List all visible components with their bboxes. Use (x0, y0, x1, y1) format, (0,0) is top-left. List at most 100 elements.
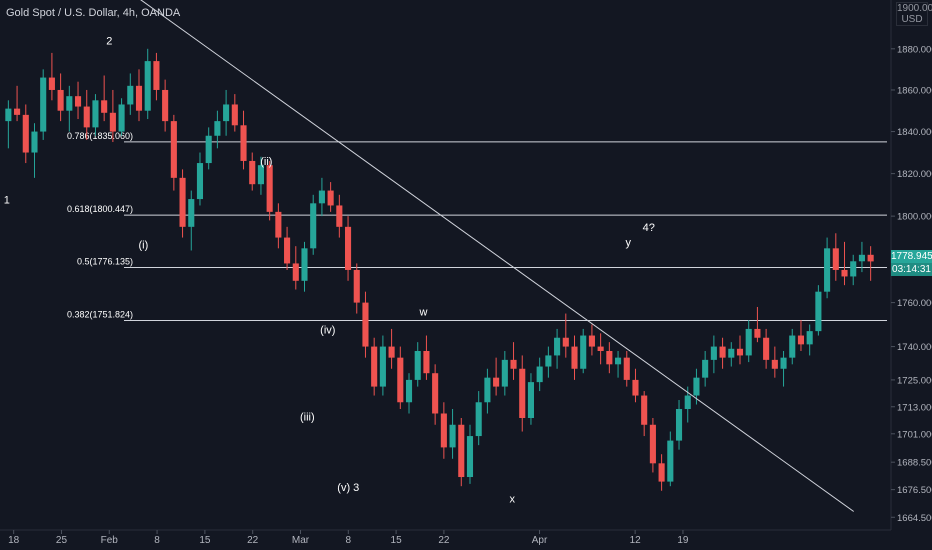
candle-body (109, 112, 116, 132)
x-tick-label: 15 (199, 535, 211, 546)
candle-body (5, 108, 12, 122)
candle-body (702, 359, 709, 378)
candle-body (684, 395, 691, 409)
candle-body (301, 248, 308, 281)
candle-body (710, 346, 717, 360)
candle-body (615, 357, 622, 365)
fib-label-0: 0.786(1835.060) (67, 131, 133, 141)
wave-label: (i) (139, 239, 149, 251)
candle-body (728, 348, 735, 358)
bar-countdown-tag: 03:14:31 (891, 263, 932, 276)
candle-body (667, 440, 674, 482)
time-axis[interactable]: 18 25 Feb 8 15 22 Mar 8 15 22 Apr 12 19 (8, 530, 689, 546)
candle-body (780, 357, 787, 369)
candle-body (118, 104, 125, 132)
candle-body (327, 190, 334, 206)
candle-body (789, 335, 796, 358)
candle-body (475, 402, 482, 437)
candle-body (22, 114, 29, 153)
wave-label: (iii) (300, 411, 315, 423)
candle-body (554, 337, 561, 356)
candle-body (379, 346, 386, 387)
candle-body (432, 373, 439, 414)
candle-body (841, 269, 848, 277)
candle-body (66, 96, 73, 111)
wave-label: x (509, 493, 515, 505)
candle-body (771, 359, 778, 369)
candle-body (641, 395, 648, 425)
candle-body (536, 366, 543, 383)
fib-levels: 0.786(1835.060) 0.618(1800.447) 0.5(1776.1… (67, 131, 887, 322)
fib-label-1: 0.618(1800.447) (67, 204, 133, 214)
candle-body (405, 379, 413, 403)
candle-body (153, 61, 160, 90)
candle-body (597, 346, 604, 352)
candle-body (57, 89, 64, 111)
candle-body (92, 100, 99, 128)
x-tick-label: 19 (677, 535, 689, 546)
candle-body (754, 328, 761, 338)
x-tick-label: 22 (247, 535, 259, 546)
price-axis[interactable]: 1880.000 1860.000 1840.000 1820.000 1800.000… (891, 44, 932, 524)
x-tick-label: 8 (346, 535, 352, 546)
wave-label: 2 (106, 36, 112, 48)
currency-label[interactable]: 1900.000 USD (896, 2, 932, 26)
wave-annotations: 1 2 (i) (ii) (iii) (iv) (v) 3 w x y 4? (4, 36, 655, 506)
wave-label: (iv) (320, 324, 335, 336)
wave-label: 1 (4, 194, 10, 206)
candle-body (397, 357, 404, 403)
candle-body (623, 357, 630, 380)
candle-body (815, 291, 822, 332)
wave-label: (v) 3 (337, 482, 359, 494)
candle-body (318, 190, 325, 204)
x-tick-label: 8 (154, 535, 160, 546)
candle-body (867, 254, 874, 262)
candle-body (519, 368, 526, 418)
y-tick-label: 1820.000 (897, 169, 932, 180)
y-tick-label: 1725.000 (897, 375, 932, 386)
candle-body (850, 261, 857, 277)
wave-label: (ii) (260, 156, 272, 168)
candle-body (266, 165, 273, 212)
y-tick-label: 1740.000 (897, 342, 932, 353)
x-tick-label: Feb (101, 535, 119, 546)
x-tick-label: 15 (391, 535, 403, 546)
currency-top-price: 1900.000 (897, 3, 932, 14)
candle-body (284, 237, 291, 264)
candle-body (371, 346, 378, 387)
candle-body (510, 359, 517, 369)
candle-body (214, 121, 221, 136)
x-tick-label: Apr (532, 535, 548, 546)
candle-body (257, 165, 264, 185)
candle-body (797, 335, 805, 345)
candle-body (562, 337, 569, 347)
candle-body (170, 121, 177, 178)
candle-body (466, 436, 474, 478)
candle-body (632, 379, 639, 396)
x-tick-label: 25 (56, 535, 68, 546)
candle-body (31, 131, 38, 153)
candle-body (188, 199, 195, 227)
candle-body (806, 331, 813, 345)
wave-label: w (418, 307, 427, 319)
candle-body (571, 346, 578, 369)
candle-body (74, 96, 82, 107)
fib-label-3: 0.382(1751.824) (67, 310, 133, 320)
x-tick-label: 12 (630, 535, 642, 546)
chart-title: Gold Spot / U.S. Dollar, 4h, OANDA (6, 7, 181, 19)
candle-body (135, 85, 143, 111)
y-tick-label: 1840.000 (897, 127, 932, 138)
current-price-tag: 1778.945 (891, 250, 932, 263)
candle-body (501, 359, 508, 387)
candle-body (527, 382, 535, 418)
y-tick-label: 1880.000 (897, 44, 932, 55)
candle-body (249, 160, 256, 185)
candle-body (423, 351, 430, 374)
candle-body (649, 424, 656, 464)
trendline-group[interactable] (68, 0, 854, 512)
candle-body (388, 346, 395, 358)
candle-body (40, 77, 47, 132)
